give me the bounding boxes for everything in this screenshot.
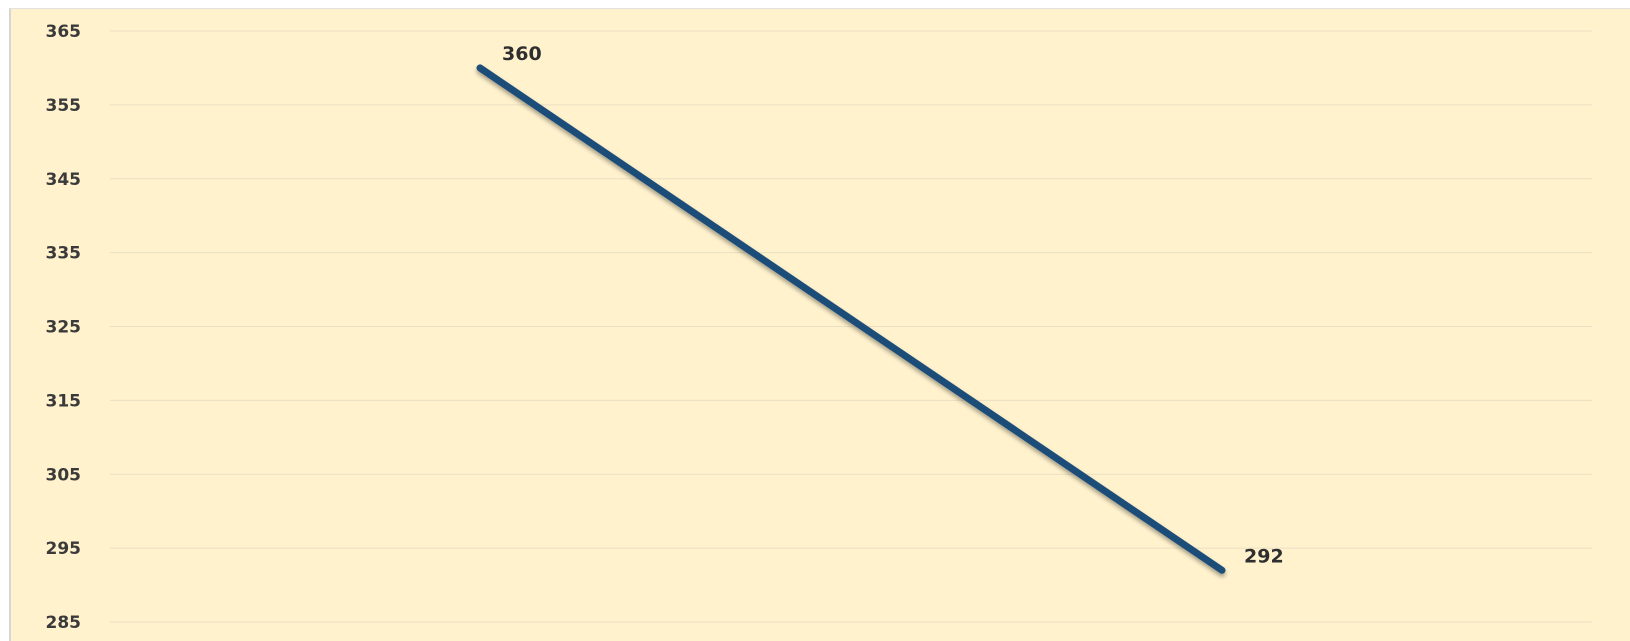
y-axis-tick-labels: 365 355 345 335 325 315 305 295 285 — [46, 22, 82, 633]
y-tick-label: 365 — [46, 22, 82, 42]
data-label: 360 — [502, 43, 542, 65]
gridlines — [110, 30, 1592, 623]
y-tick-label: 305 — [46, 465, 82, 485]
series-layer — [476, 64, 1226, 574]
data-point — [477, 64, 483, 71]
y-tick-label: 325 — [46, 318, 82, 338]
y-tick-label: 355 — [46, 96, 82, 116]
y-tick-label: 315 — [46, 391, 82, 411]
data-label: 292 — [1244, 545, 1284, 567]
series-line — [476, 64, 1226, 574]
y-tick-label: 345 — [46, 170, 82, 190]
data-labels: 360 292 — [502, 43, 1284, 567]
y-tick-label: 335 — [46, 244, 82, 264]
y-tick-label: 285 — [46, 613, 82, 633]
y-tick-label: 295 — [46, 539, 82, 559]
chart-area — [9, 8, 1630, 641]
data-point — [1219, 567, 1225, 574]
